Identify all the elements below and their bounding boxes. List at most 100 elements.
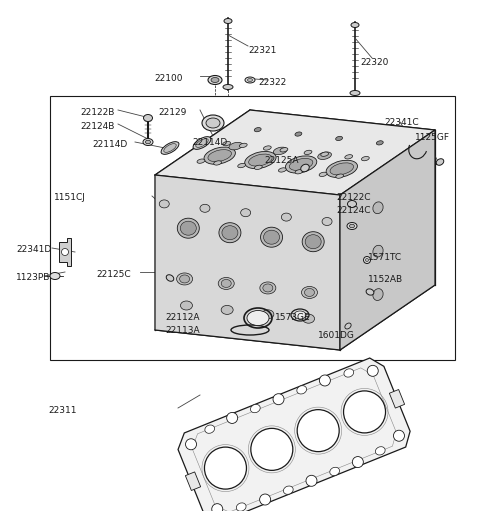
Text: 1151CJ: 1151CJ xyxy=(54,193,86,202)
Polygon shape xyxy=(185,472,201,491)
Ellipse shape xyxy=(366,289,374,295)
Ellipse shape xyxy=(336,174,344,178)
Ellipse shape xyxy=(238,164,246,168)
Polygon shape xyxy=(155,110,435,195)
Ellipse shape xyxy=(350,90,360,96)
Ellipse shape xyxy=(361,156,369,161)
Polygon shape xyxy=(178,358,410,511)
Ellipse shape xyxy=(211,78,219,82)
Ellipse shape xyxy=(177,273,192,285)
Ellipse shape xyxy=(205,425,215,433)
Ellipse shape xyxy=(349,224,355,228)
Ellipse shape xyxy=(229,143,243,150)
Circle shape xyxy=(394,430,405,441)
Ellipse shape xyxy=(302,314,314,323)
Ellipse shape xyxy=(263,284,273,292)
Ellipse shape xyxy=(223,84,233,89)
Ellipse shape xyxy=(297,410,339,452)
Ellipse shape xyxy=(197,159,205,164)
Circle shape xyxy=(306,475,317,486)
Text: 22114D: 22114D xyxy=(92,140,127,149)
Ellipse shape xyxy=(302,231,324,252)
Text: 22124C: 22124C xyxy=(336,206,371,215)
Text: 22125A: 22125A xyxy=(264,156,299,165)
Ellipse shape xyxy=(202,115,224,131)
Ellipse shape xyxy=(206,118,220,128)
Circle shape xyxy=(319,375,330,386)
Ellipse shape xyxy=(348,200,357,207)
Text: 1571TC: 1571TC xyxy=(368,253,402,262)
Ellipse shape xyxy=(249,154,272,166)
Ellipse shape xyxy=(214,161,222,165)
Ellipse shape xyxy=(240,208,251,217)
Ellipse shape xyxy=(264,230,279,244)
Ellipse shape xyxy=(180,221,196,235)
Text: 1601DG: 1601DG xyxy=(318,331,355,340)
Ellipse shape xyxy=(295,170,303,174)
Ellipse shape xyxy=(218,277,234,289)
Ellipse shape xyxy=(193,136,211,149)
Ellipse shape xyxy=(363,257,371,264)
Ellipse shape xyxy=(248,79,252,81)
Circle shape xyxy=(260,494,271,505)
Ellipse shape xyxy=(254,128,261,132)
Text: 1125GF: 1125GF xyxy=(415,133,450,142)
Ellipse shape xyxy=(143,138,153,146)
Ellipse shape xyxy=(224,18,232,24)
Ellipse shape xyxy=(161,142,179,154)
Ellipse shape xyxy=(61,248,69,256)
Ellipse shape xyxy=(219,223,241,243)
Ellipse shape xyxy=(301,287,317,298)
Circle shape xyxy=(212,504,223,511)
Ellipse shape xyxy=(321,152,329,156)
Ellipse shape xyxy=(318,152,332,159)
Ellipse shape xyxy=(144,114,153,122)
Ellipse shape xyxy=(260,282,276,294)
Text: 22100: 22100 xyxy=(155,74,183,83)
Ellipse shape xyxy=(245,151,276,169)
Text: 22321: 22321 xyxy=(248,46,276,55)
Ellipse shape xyxy=(251,404,260,413)
Ellipse shape xyxy=(345,323,351,329)
Ellipse shape xyxy=(294,311,306,319)
Ellipse shape xyxy=(326,160,358,177)
Ellipse shape xyxy=(261,227,283,247)
Ellipse shape xyxy=(436,159,444,165)
Ellipse shape xyxy=(180,301,192,310)
Ellipse shape xyxy=(159,200,169,208)
Ellipse shape xyxy=(297,386,307,394)
Ellipse shape xyxy=(240,143,247,148)
Ellipse shape xyxy=(304,150,312,154)
Ellipse shape xyxy=(344,391,385,433)
Ellipse shape xyxy=(222,226,238,240)
Ellipse shape xyxy=(196,138,208,147)
Ellipse shape xyxy=(208,76,222,84)
Circle shape xyxy=(352,456,363,468)
Ellipse shape xyxy=(336,136,343,141)
Circle shape xyxy=(273,393,284,405)
Ellipse shape xyxy=(223,142,230,146)
Text: 22122C: 22122C xyxy=(336,193,371,202)
Ellipse shape xyxy=(319,172,327,176)
Ellipse shape xyxy=(200,204,210,212)
Ellipse shape xyxy=(264,146,271,150)
Text: 22112A: 22112A xyxy=(165,313,200,322)
Text: 22322: 22322 xyxy=(258,78,286,87)
Bar xyxy=(50,96,455,360)
Text: 22341C: 22341C xyxy=(384,118,419,127)
Text: 22341D: 22341D xyxy=(16,245,51,254)
Ellipse shape xyxy=(221,306,233,314)
Ellipse shape xyxy=(330,467,339,476)
Text: 22311: 22311 xyxy=(48,406,76,415)
Ellipse shape xyxy=(180,275,190,283)
Ellipse shape xyxy=(204,147,235,164)
Ellipse shape xyxy=(365,259,369,262)
Ellipse shape xyxy=(247,311,269,326)
Circle shape xyxy=(367,365,378,376)
Text: 22125C: 22125C xyxy=(96,270,131,279)
Ellipse shape xyxy=(376,141,383,145)
Text: 1152AB: 1152AB xyxy=(368,275,403,284)
Text: 1573GE: 1573GE xyxy=(275,313,311,322)
Ellipse shape xyxy=(262,310,274,319)
Circle shape xyxy=(227,412,238,424)
